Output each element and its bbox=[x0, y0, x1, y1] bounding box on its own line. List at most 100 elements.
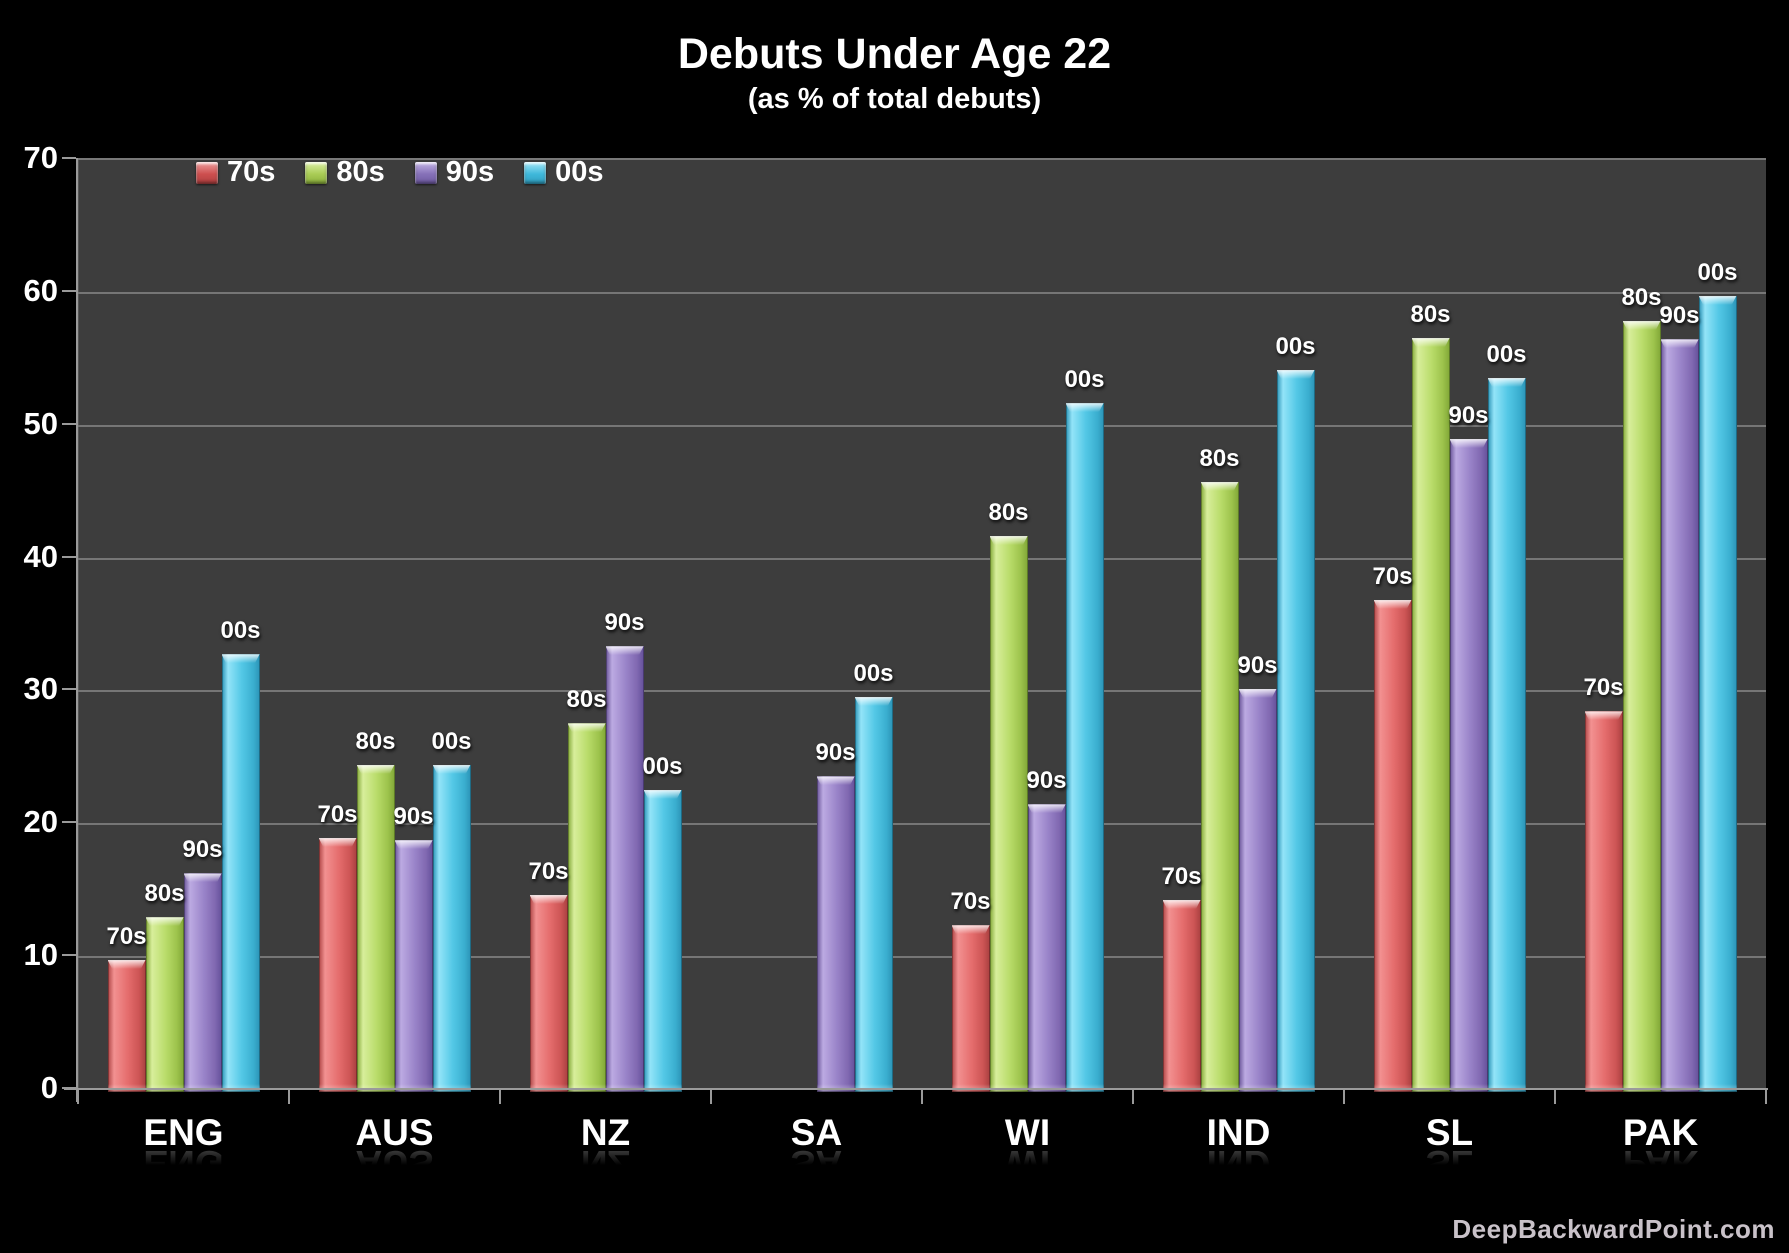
x-tick bbox=[1343, 1090, 1345, 1104]
y-tick bbox=[62, 688, 76, 691]
bar-sa-00s bbox=[854, 696, 893, 1093]
bar-value-label: 00s bbox=[1697, 258, 1738, 286]
x-tick bbox=[499, 1090, 501, 1104]
y-axis-line bbox=[76, 158, 78, 1102]
bar-pak-90s bbox=[1660, 339, 1699, 1092]
x-tick bbox=[77, 1090, 79, 1104]
x-axis-label-sl: SL bbox=[1425, 1112, 1474, 1153]
y-axis-label: 10 bbox=[23, 937, 58, 973]
y-tick bbox=[62, 1087, 76, 1089]
x-tick bbox=[288, 1090, 290, 1104]
bar-value-label: 00s bbox=[220, 617, 261, 645]
bar-aus-80s bbox=[356, 764, 395, 1092]
bar-value-label: 80s bbox=[1199, 444, 1240, 472]
bar-aus-00s bbox=[432, 764, 471, 1092]
bar-value-label: 80s bbox=[988, 499, 1029, 526]
bar-group-eng: 70s 80s 90s 00s bbox=[78, 160, 289, 1093]
bar-wi-80s bbox=[989, 536, 1028, 1092]
bar-sl-70s bbox=[1373, 599, 1412, 1093]
x-axis-label-eng: ENG bbox=[143, 1112, 224, 1153]
legend-swatch-icon bbox=[414, 161, 437, 184]
y-axis-label: 60 bbox=[23, 272, 58, 308]
x-axis-label-nz: NZ bbox=[580, 1112, 631, 1153]
y-axis-label: 0 bbox=[40, 1070, 58, 1105]
bar-group-ind: 70s 80s 90s 00s bbox=[1133, 160, 1344, 1093]
bar-wi-00s bbox=[1065, 403, 1104, 1092]
bar-sl-80s bbox=[1411, 338, 1450, 1092]
x-tick bbox=[1554, 1090, 1556, 1104]
x-tick bbox=[921, 1090, 923, 1104]
x-axis-line bbox=[64, 1088, 1768, 1090]
bar-ind-70s bbox=[1162, 900, 1201, 1092]
chart-title: Debuts Under Age 22 bbox=[677, 30, 1112, 78]
bar-value-label: 00s bbox=[853, 659, 894, 687]
legend-label: 00s bbox=[555, 156, 604, 188]
legend-swatch-icon bbox=[196, 161, 218, 184]
bar-pak-00s bbox=[1698, 295, 1737, 1093]
y-axis-label: 20 bbox=[23, 804, 58, 840]
bar-value-label: 00s bbox=[431, 727, 472, 755]
bar-nz-90s bbox=[605, 646, 644, 1092]
bar-value-label: 80s bbox=[1621, 283, 1662, 311]
y-tick bbox=[62, 821, 76, 824]
legend-item-70s: 70s bbox=[196, 156, 275, 189]
x-tick bbox=[710, 1090, 712, 1104]
y-tick bbox=[62, 555, 76, 558]
plot-area: 70s 80s 90s 00s 70s 80s 90s 00s 70s 80s 90s 00s 90s 0… bbox=[78, 158, 1766, 1093]
bar-eng-70s bbox=[107, 959, 146, 1093]
bar-group-sl: 70s 80s 90s 00s bbox=[1344, 160, 1555, 1093]
x-axis-label-aus: AUS bbox=[355, 1112, 434, 1153]
x-axis-label-ind: IND bbox=[1206, 1112, 1271, 1153]
legend-swatch-icon bbox=[305, 161, 328, 184]
bar-eng-80s bbox=[145, 917, 184, 1092]
x-tick bbox=[1765, 1090, 1767, 1104]
y-axis-label: 30 bbox=[23, 671, 58, 707]
bar-nz-80s bbox=[567, 723, 606, 1092]
bar-group-nz: 70s 80s 90s 00s bbox=[500, 160, 711, 1093]
bar-group-pak: 70s 80s 90s 00s bbox=[1555, 160, 1766, 1093]
bar-sl-90s bbox=[1449, 439, 1488, 1092]
y-tick bbox=[62, 954, 76, 957]
bar-eng-90s bbox=[183, 873, 222, 1092]
bar-value-label: 80s bbox=[355, 727, 396, 755]
legend-item-90s: 90s bbox=[414, 156, 494, 189]
bar-ind-80s bbox=[1200, 481, 1239, 1093]
bar-pak-80s bbox=[1622, 320, 1661, 1093]
bar-ind-90s bbox=[1238, 688, 1277, 1093]
y-axis-label: 70 bbox=[23, 140, 58, 175]
y-tick bbox=[62, 157, 76, 159]
y-tick bbox=[62, 422, 76, 425]
y-axis-label: 40 bbox=[23, 538, 58, 574]
x-tick bbox=[1132, 1090, 1134, 1104]
bar-sl-00s bbox=[1487, 377, 1526, 1093]
bar-value-label: 80s bbox=[1410, 301, 1451, 329]
watermark: DeepBackwardPoint.com bbox=[1452, 1214, 1775, 1244]
legend-item-80s: 80s bbox=[305, 156, 385, 189]
bar-value-label: 00s bbox=[1486, 340, 1527, 368]
y-tick bbox=[62, 289, 76, 292]
bar-nz-70s bbox=[529, 894, 568, 1093]
bar-wi-70s bbox=[951, 925, 990, 1092]
bar-group-wi: 70s 80s 90s 00s bbox=[922, 160, 1133, 1092]
legend-label: 80s bbox=[336, 156, 385, 188]
y-axis-label: 50 bbox=[23, 405, 58, 441]
x-axis-label-pak: PAK bbox=[1622, 1112, 1699, 1153]
bar-ind-00s bbox=[1276, 369, 1315, 1093]
bar-wi-90s bbox=[1027, 804, 1066, 1092]
legend-label: 70s bbox=[227, 156, 276, 188]
bar-group-aus: 70s 80s 90s 00s bbox=[289, 160, 500, 1093]
bar-aus-70s bbox=[318, 837, 357, 1093]
bar-eng-00s bbox=[221, 654, 260, 1092]
legend-swatch-icon bbox=[524, 161, 547, 184]
bar-aus-90s bbox=[394, 840, 433, 1092]
bar-group-sa: 90s 00s bbox=[711, 160, 922, 1093]
bar-sa-90s bbox=[816, 776, 855, 1092]
bar-pak-70s bbox=[1584, 711, 1623, 1092]
legend-item-00s: 00s bbox=[524, 156, 604, 189]
bar-nz-00s bbox=[643, 789, 682, 1093]
chart-subtitle: (as % of total debuts) bbox=[747, 83, 1042, 115]
bar-value-label: 90s bbox=[604, 609, 645, 637]
bar-value-label: 00s bbox=[1275, 332, 1316, 360]
x-axis-label-sa: SA bbox=[790, 1112, 843, 1153]
